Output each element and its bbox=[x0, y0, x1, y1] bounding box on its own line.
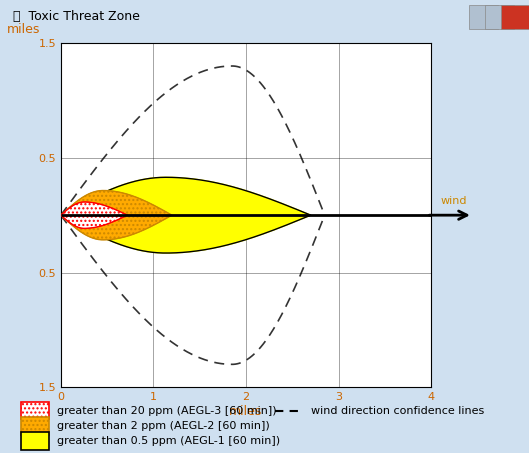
FancyBboxPatch shape bbox=[501, 5, 529, 29]
Text: wind: wind bbox=[440, 196, 467, 206]
Polygon shape bbox=[61, 177, 311, 253]
X-axis label: miles: miles bbox=[229, 405, 263, 418]
Text: greater than 2 ppm (AEGL-2 [60 min]): greater than 2 ppm (AEGL-2 [60 min]) bbox=[57, 421, 270, 431]
Text: wind direction confidence lines: wind direction confidence lines bbox=[311, 405, 485, 415]
Text: ⬛  Toxic Threat Zone: ⬛ Toxic Threat Zone bbox=[13, 10, 140, 24]
Bar bbox=[21, 402, 49, 419]
Text: greater than 20 ppm (AEGL-3 [60 min]): greater than 20 ppm (AEGL-3 [60 min]) bbox=[57, 405, 277, 415]
Polygon shape bbox=[61, 202, 127, 228]
FancyBboxPatch shape bbox=[469, 5, 498, 29]
Polygon shape bbox=[61, 191, 172, 240]
Bar bbox=[21, 432, 49, 450]
Bar bbox=[21, 417, 49, 435]
Y-axis label: miles: miles bbox=[7, 23, 41, 36]
Text: greater than 0.5 ppm (AEGL-1 [60 min]): greater than 0.5 ppm (AEGL-1 [60 min]) bbox=[57, 436, 280, 446]
FancyBboxPatch shape bbox=[485, 5, 514, 29]
